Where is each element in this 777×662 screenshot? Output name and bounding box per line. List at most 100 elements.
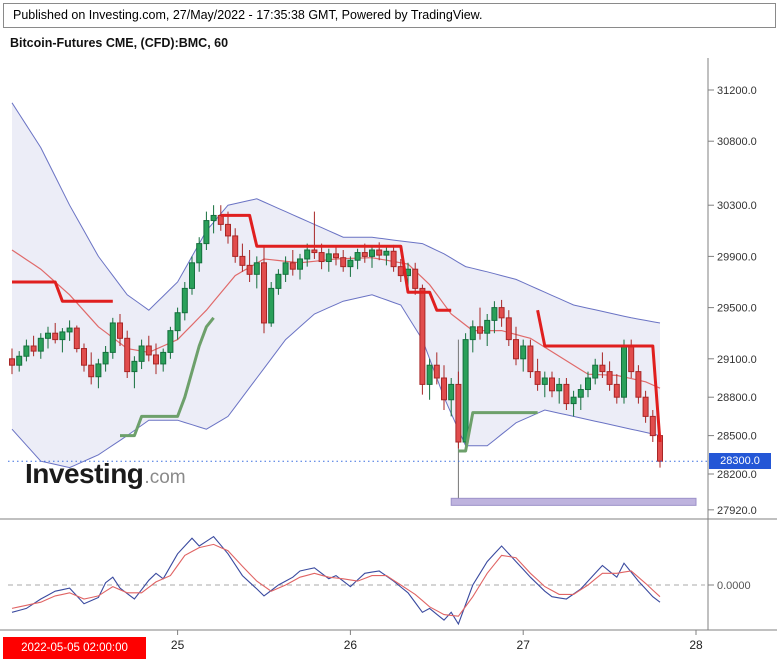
investing-logo-text: Investing xyxy=(25,458,144,489)
candle xyxy=(369,249,375,257)
candle xyxy=(52,332,59,341)
oscillator xyxy=(8,535,705,626)
price-tick-label: 30300.0 xyxy=(717,200,757,212)
supertrend xyxy=(12,213,662,453)
candle xyxy=(333,253,339,259)
candle xyxy=(23,345,30,357)
candle xyxy=(81,348,87,366)
price-tick-label: 28200.0 xyxy=(717,469,757,481)
candle xyxy=(448,383,455,401)
candle xyxy=(433,364,440,379)
candle xyxy=(232,235,239,257)
candle xyxy=(340,257,347,268)
publish-info-bar: Published on Investing.com, 27/May/2022 … xyxy=(3,3,776,28)
candle xyxy=(376,249,383,256)
candle xyxy=(469,326,476,341)
candle xyxy=(246,264,253,275)
candle xyxy=(354,252,361,261)
candle xyxy=(613,383,620,398)
candle xyxy=(347,259,354,268)
candle xyxy=(419,287,426,385)
candle xyxy=(498,307,505,319)
price-tick-label: 28800.0 xyxy=(717,392,757,404)
candle xyxy=(45,332,51,339)
candle xyxy=(513,339,519,360)
candle xyxy=(181,287,188,314)
candle xyxy=(397,266,404,277)
price-tick-label: 28500.0 xyxy=(717,431,757,443)
chart-title: Bitcoin-Futures CME, (CFD):BMC, 60 xyxy=(10,36,229,50)
supertrend-red xyxy=(12,280,113,303)
candle xyxy=(642,396,649,417)
start-time-badge: 2022-05-05 02:00:00 xyxy=(3,637,146,659)
candle xyxy=(585,377,591,391)
candle xyxy=(289,262,296,270)
candle xyxy=(599,364,606,373)
candle xyxy=(117,322,123,339)
candle xyxy=(102,351,109,365)
candle xyxy=(196,243,203,264)
price-tick-label: 30800.0 xyxy=(717,136,757,148)
osc-zero-label: 0.0000 xyxy=(717,580,751,592)
supertrend-red xyxy=(220,213,452,312)
candle xyxy=(592,364,599,379)
candle xyxy=(225,223,231,237)
axes: 31200.0 30800.0 30300.0 29900.0 29500.0 29100… xyxy=(0,58,777,652)
candle xyxy=(577,389,584,398)
candle xyxy=(563,383,570,405)
candle xyxy=(527,345,534,373)
supertrend-green xyxy=(458,411,538,453)
candle xyxy=(124,337,131,373)
candle xyxy=(311,249,318,254)
support-zone xyxy=(450,497,697,506)
price-tick-label: 31200.0 xyxy=(717,85,757,97)
candle xyxy=(556,383,563,392)
candle xyxy=(275,273,282,289)
candle xyxy=(109,322,116,353)
candle xyxy=(491,307,498,321)
candle xyxy=(167,330,174,353)
time-tick-label: 26 xyxy=(344,638,358,652)
candle xyxy=(66,327,73,333)
price-tick-label: 29500.0 xyxy=(717,303,757,315)
investing-logo-tld: .com xyxy=(144,467,186,488)
publish-info-text: Published on Investing.com, 27/May/2022 … xyxy=(13,8,483,22)
candle xyxy=(462,339,469,443)
candle xyxy=(635,371,642,398)
time-tick-label: 28 xyxy=(689,638,703,652)
last-price-badge: 28300.0 xyxy=(709,453,771,469)
candle xyxy=(304,249,311,260)
candle xyxy=(570,396,577,405)
supertrend-red xyxy=(536,309,662,443)
time-tick-label: 25 xyxy=(171,638,185,652)
candle xyxy=(361,252,368,257)
candle xyxy=(203,220,210,245)
candle xyxy=(253,262,260,275)
candle xyxy=(261,262,267,324)
candle xyxy=(95,363,102,378)
candle xyxy=(477,326,483,334)
candle xyxy=(412,268,419,289)
candle xyxy=(73,327,80,350)
candle xyxy=(297,258,303,270)
candle xyxy=(325,253,332,263)
price-tick-label: 29100.0 xyxy=(717,354,757,366)
osc-line-red xyxy=(11,543,661,617)
candle xyxy=(239,255,246,266)
candle xyxy=(145,345,152,356)
candle xyxy=(455,383,462,443)
candle xyxy=(318,252,325,263)
candle xyxy=(606,371,613,385)
investing-logo: Investing .com xyxy=(25,458,186,490)
candle xyxy=(131,360,138,373)
bollinger-band xyxy=(11,102,661,469)
candles xyxy=(9,205,663,468)
candle xyxy=(541,377,548,385)
price-tick-label: 27920.0 xyxy=(717,505,757,517)
candle xyxy=(484,319,491,334)
candle xyxy=(534,371,541,385)
candle xyxy=(88,364,95,378)
candle xyxy=(441,377,447,401)
